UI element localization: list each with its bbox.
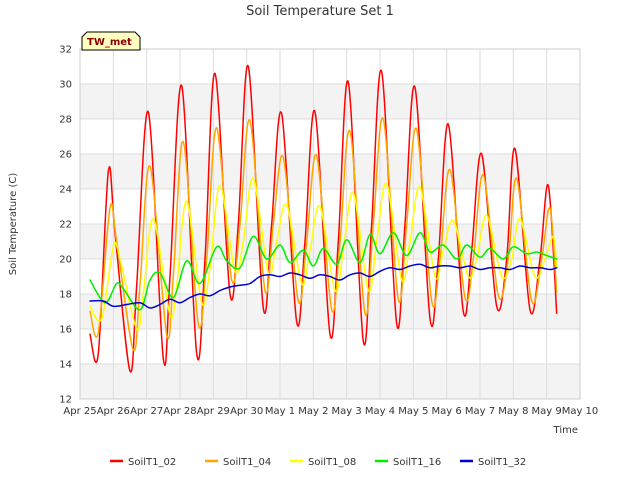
legend-label: SoilT1_16 [393, 457, 441, 468]
y-tick-label: 14 [59, 360, 72, 371]
x-tick-label: May 10 [562, 406, 599, 417]
x-tick-label: May 2 [298, 406, 328, 417]
plot-band [80, 189, 580, 224]
plot-band [80, 84, 580, 119]
x-axis-ticks: Apr 25 Apr 26 Apr 27 Apr 28 Apr 29 Apr 30 May … [63, 406, 598, 417]
y-axis-ticks: 12 14 16 18 20 22 24 26 28 30 32 [59, 45, 72, 406]
y-tick-label: 24 [59, 185, 72, 196]
legend-label: SoilT1_32 [478, 457, 526, 468]
plot-band [80, 224, 580, 259]
y-tick-label: 26 [59, 150, 72, 161]
y-tick-label: 28 [59, 115, 72, 126]
legend-label: SoilT1_08 [308, 457, 356, 468]
y-tick-label: 16 [59, 325, 72, 336]
series-line-soilt1-02 [89, 64, 558, 373]
y-axis-label: Soil Temperature (C) [8, 173, 19, 276]
x-tick-label: Apr 26 [97, 406, 130, 417]
x-tick-label: Apr 29 [197, 406, 230, 417]
badge-label: TW_met [87, 37, 132, 48]
x-tick-label: Apr 28 [163, 406, 196, 417]
x-tick-label: May 6 [432, 406, 462, 417]
plot-background-bands [80, 49, 580, 399]
y-tick-label: 22 [59, 220, 72, 231]
x-tick-label: May 5 [398, 406, 428, 417]
plot-band [80, 119, 580, 154]
y-tick-label: 32 [59, 45, 72, 56]
plot-band [80, 154, 580, 189]
x-tick-label: May 1 [265, 406, 295, 417]
x-tick-label: Apr 27 [130, 406, 163, 417]
series-lines [89, 64, 558, 373]
x-tick-label: Apr 25 [63, 406, 96, 417]
x-tick-label: May 3 [332, 406, 362, 417]
series-line-soilt1-04 [89, 117, 558, 352]
legend: SoilT1_02 SoilT1_04 SoilT1_08 SoilT1_16 Soil… [110, 457, 526, 468]
x-tick-label: Apr 30 [230, 406, 263, 417]
chart-title: Soil Temperature Set 1 [246, 4, 394, 19]
station-badge: TW_met [81, 31, 141, 51]
badge-shape [81, 31, 141, 51]
x-tick-label: May 4 [365, 406, 395, 417]
x-tick-label: May 7 [465, 406, 495, 417]
legend-label: SoilT1_02 [128, 457, 176, 468]
plot-band [80, 49, 580, 84]
series-line-soilt1-08 [89, 177, 558, 331]
x-tick-label: May 9 [532, 406, 562, 417]
plot-frame [79, 48, 581, 400]
y-tick-label: 20 [59, 255, 72, 266]
plot-band [80, 364, 580, 399]
y-tick-label: 18 [59, 290, 72, 301]
series-line-soilt1-32 [89, 263, 558, 309]
y-tick-label: 30 [59, 80, 72, 91]
y-tick-label: 12 [59, 395, 72, 406]
x-axis-label: Time [553, 425, 578, 436]
series-line-soilt1-16 [89, 232, 558, 311]
legend-label: SoilT1_04 [223, 457, 271, 468]
x-tick-label: May 8 [498, 406, 528, 417]
